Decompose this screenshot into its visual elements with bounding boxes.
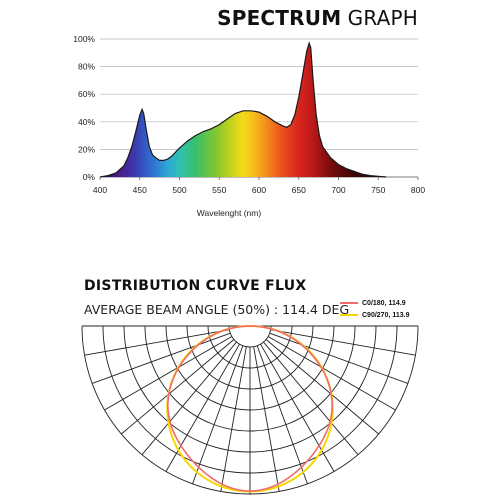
legend-item-c90-270: C90/270, 113.9	[340, 310, 410, 320]
spectrum-area	[100, 43, 387, 177]
y-tick-label: 100%	[73, 34, 95, 44]
legend-label-c90-270: C90/270, 113.9	[362, 311, 410, 319]
polar-spoke	[104, 336, 233, 411]
polar-spoke	[121, 339, 235, 435]
polar-spoke	[220, 346, 247, 492]
polar-spoke	[265, 339, 379, 435]
legend-label-c0-180: C0/180, 114.9	[362, 299, 406, 307]
polar-spoke	[269, 332, 409, 384]
legend-item-c0-180: C0/180, 114.9	[340, 298, 406, 308]
x-axis-label: Wavelenght (nm)	[197, 208, 262, 218]
x-tick-label: 700	[331, 185, 345, 195]
x-tick-label: 800	[411, 185, 425, 195]
polar-spoke	[263, 341, 359, 455]
series-line-c0-180	[166, 325, 334, 492]
polar-spoke	[91, 332, 231, 384]
legend-swatch-c0-180	[340, 302, 358, 304]
distribution-title: DISTRIBUTION CURVE FLUX	[84, 278, 307, 294]
x-tick-label: 750	[371, 185, 385, 195]
polar-spoke	[270, 329, 416, 356]
x-tick-label: 650	[292, 185, 306, 195]
y-tick-label: 80%	[78, 62, 95, 72]
polar-spoke	[84, 329, 230, 356]
x-tick-label: 450	[133, 185, 147, 195]
legend-swatch-c90-270	[340, 314, 358, 316]
x-tick-label: 500	[172, 185, 186, 195]
polar-spoke	[165, 343, 240, 472]
spectrum-chart: 0% 20% 40% 60% 80% 100% 400 450 500 550 600 650 700 7…	[73, 34, 425, 218]
polar-spoke	[256, 345, 308, 485]
polar-spoke	[260, 343, 335, 472]
beam-angle-label: AVERAGE BEAM ANGLE (50%) : 114.4 DEG	[84, 302, 350, 317]
polar-spoke	[253, 346, 280, 492]
y-tick-label: 60%	[78, 89, 95, 99]
spectrum-outline	[99, 41, 387, 178]
x-tick-label: 600	[252, 185, 266, 195]
polar-grid	[81, 325, 419, 495]
x-tick-label: 400	[93, 185, 107, 195]
polar-spoke	[267, 336, 396, 411]
polar-spoke	[192, 345, 244, 485]
y-tick-label: 20%	[78, 144, 95, 154]
spectrum-graph-title: SPECTRUM GRAPH	[217, 5, 418, 31]
y-tick-label: 0%	[83, 172, 96, 182]
x-tick-label: 550	[212, 185, 226, 195]
y-tick-label: 40%	[78, 117, 95, 127]
title-bold-text: SPECTRUM	[217, 6, 342, 30]
polar-spoke	[141, 341, 237, 455]
title-light-text: GRAPH	[347, 6, 418, 30]
